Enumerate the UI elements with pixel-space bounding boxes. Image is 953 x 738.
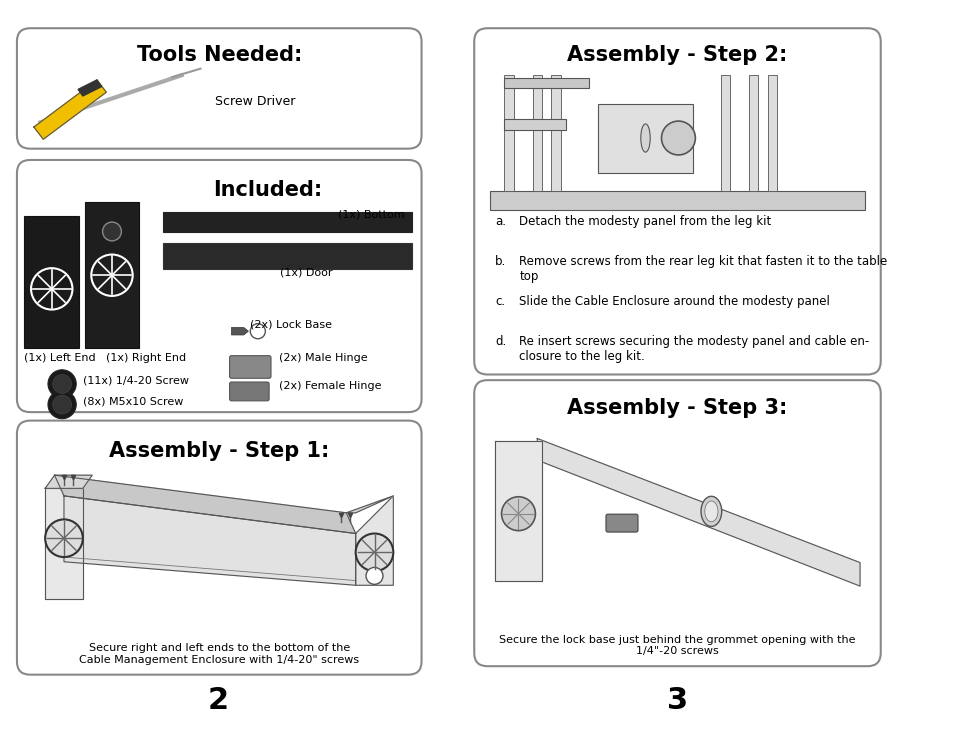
Text: (1x) Bottom: (1x) Bottom — [337, 210, 404, 219]
Text: a.: a. — [495, 215, 505, 228]
FancyBboxPatch shape — [17, 28, 421, 148]
Bar — [748, 75, 758, 191]
Text: (2x) Lock Base: (2x) Lock Base — [250, 320, 332, 330]
Bar — [504, 78, 588, 88]
Polygon shape — [346, 496, 393, 513]
Polygon shape — [495, 441, 541, 582]
Text: (8x) M5x10 Screw: (8x) M5x10 Screw — [83, 397, 183, 407]
FancyBboxPatch shape — [474, 28, 880, 374]
Circle shape — [355, 534, 393, 571]
Text: Secure the lock base just behind the grommet opening with the
1/4"-20 screws: Secure the lock base just behind the gro… — [498, 635, 855, 656]
Circle shape — [52, 395, 71, 414]
Circle shape — [52, 374, 71, 393]
Ellipse shape — [704, 501, 718, 522]
Text: Screw Driver: Screw Driver — [214, 95, 294, 108]
Text: (1x) Left End: (1x) Left End — [25, 353, 96, 362]
Bar — [504, 75, 514, 191]
Text: Assembly - Step 2:: Assembly - Step 2: — [567, 44, 787, 64]
Bar — [598, 103, 692, 173]
Text: b.: b. — [495, 255, 506, 268]
Bar — [163, 212, 412, 232]
Polygon shape — [34, 80, 106, 139]
Ellipse shape — [640, 124, 650, 152]
FancyBboxPatch shape — [230, 382, 269, 401]
Polygon shape — [537, 438, 860, 586]
Bar — [490, 191, 863, 210]
Circle shape — [103, 222, 121, 241]
FancyBboxPatch shape — [17, 421, 421, 675]
Text: Assembly - Step 1:: Assembly - Step 1: — [109, 441, 329, 461]
Text: Re insert screws securing the modesty panel and cable en-
closure to the leg kit: Re insert screws securing the modesty pa… — [518, 334, 869, 362]
Text: d.: d. — [495, 334, 506, 348]
Bar — [163, 243, 412, 269]
Text: 3: 3 — [666, 686, 687, 714]
Text: (11x) 1/4-20 Screw: (11x) 1/4-20 Screw — [83, 375, 189, 385]
Bar — [551, 75, 560, 191]
Text: (1x) Right End: (1x) Right End — [85, 353, 186, 362]
Text: Secure right and left ends to the bottom of the
Cable Management Enclosure with : Secure right and left ends to the bottom… — [79, 643, 359, 665]
Bar — [532, 75, 541, 191]
Polygon shape — [45, 489, 83, 599]
Bar — [504, 119, 565, 130]
Text: c.: c. — [495, 295, 504, 308]
Bar — [767, 75, 777, 191]
FancyBboxPatch shape — [17, 160, 421, 412]
Polygon shape — [64, 496, 355, 585]
Ellipse shape — [700, 496, 721, 526]
Bar — [720, 75, 729, 191]
Text: (2x) Female Hinge: (2x) Female Hinge — [278, 381, 380, 391]
Circle shape — [501, 497, 535, 531]
Text: Remove screws from the rear leg kit that fasten it to the table
top: Remove screws from the rear leg kit that… — [518, 255, 886, 283]
Circle shape — [48, 370, 76, 398]
FancyBboxPatch shape — [230, 356, 271, 379]
Text: Detach the modesty panel from the leg kit: Detach the modesty panel from the leg ki… — [518, 215, 771, 228]
Circle shape — [660, 121, 695, 155]
Text: Included:: Included: — [213, 180, 322, 200]
Text: Assembly - Step 3:: Assembly - Step 3: — [567, 399, 787, 418]
Bar — [25, 216, 79, 348]
Text: Tools Needed:: Tools Needed: — [136, 44, 301, 64]
Circle shape — [366, 568, 382, 584]
Circle shape — [48, 390, 76, 418]
FancyArrow shape — [232, 328, 248, 335]
Circle shape — [45, 520, 83, 557]
Text: Slide the Cable Enclosure around the modesty panel: Slide the Cable Enclosure around the mod… — [518, 295, 829, 308]
Text: (1x) Door: (1x) Door — [280, 268, 333, 278]
Bar — [85, 202, 139, 348]
Text: (2x) Male Hinge: (2x) Male Hinge — [278, 353, 367, 362]
Polygon shape — [355, 496, 393, 585]
Polygon shape — [45, 475, 92, 489]
Text: 2: 2 — [208, 686, 229, 714]
FancyBboxPatch shape — [605, 514, 638, 532]
Polygon shape — [78, 80, 102, 96]
FancyBboxPatch shape — [474, 380, 880, 666]
Polygon shape — [54, 475, 355, 534]
